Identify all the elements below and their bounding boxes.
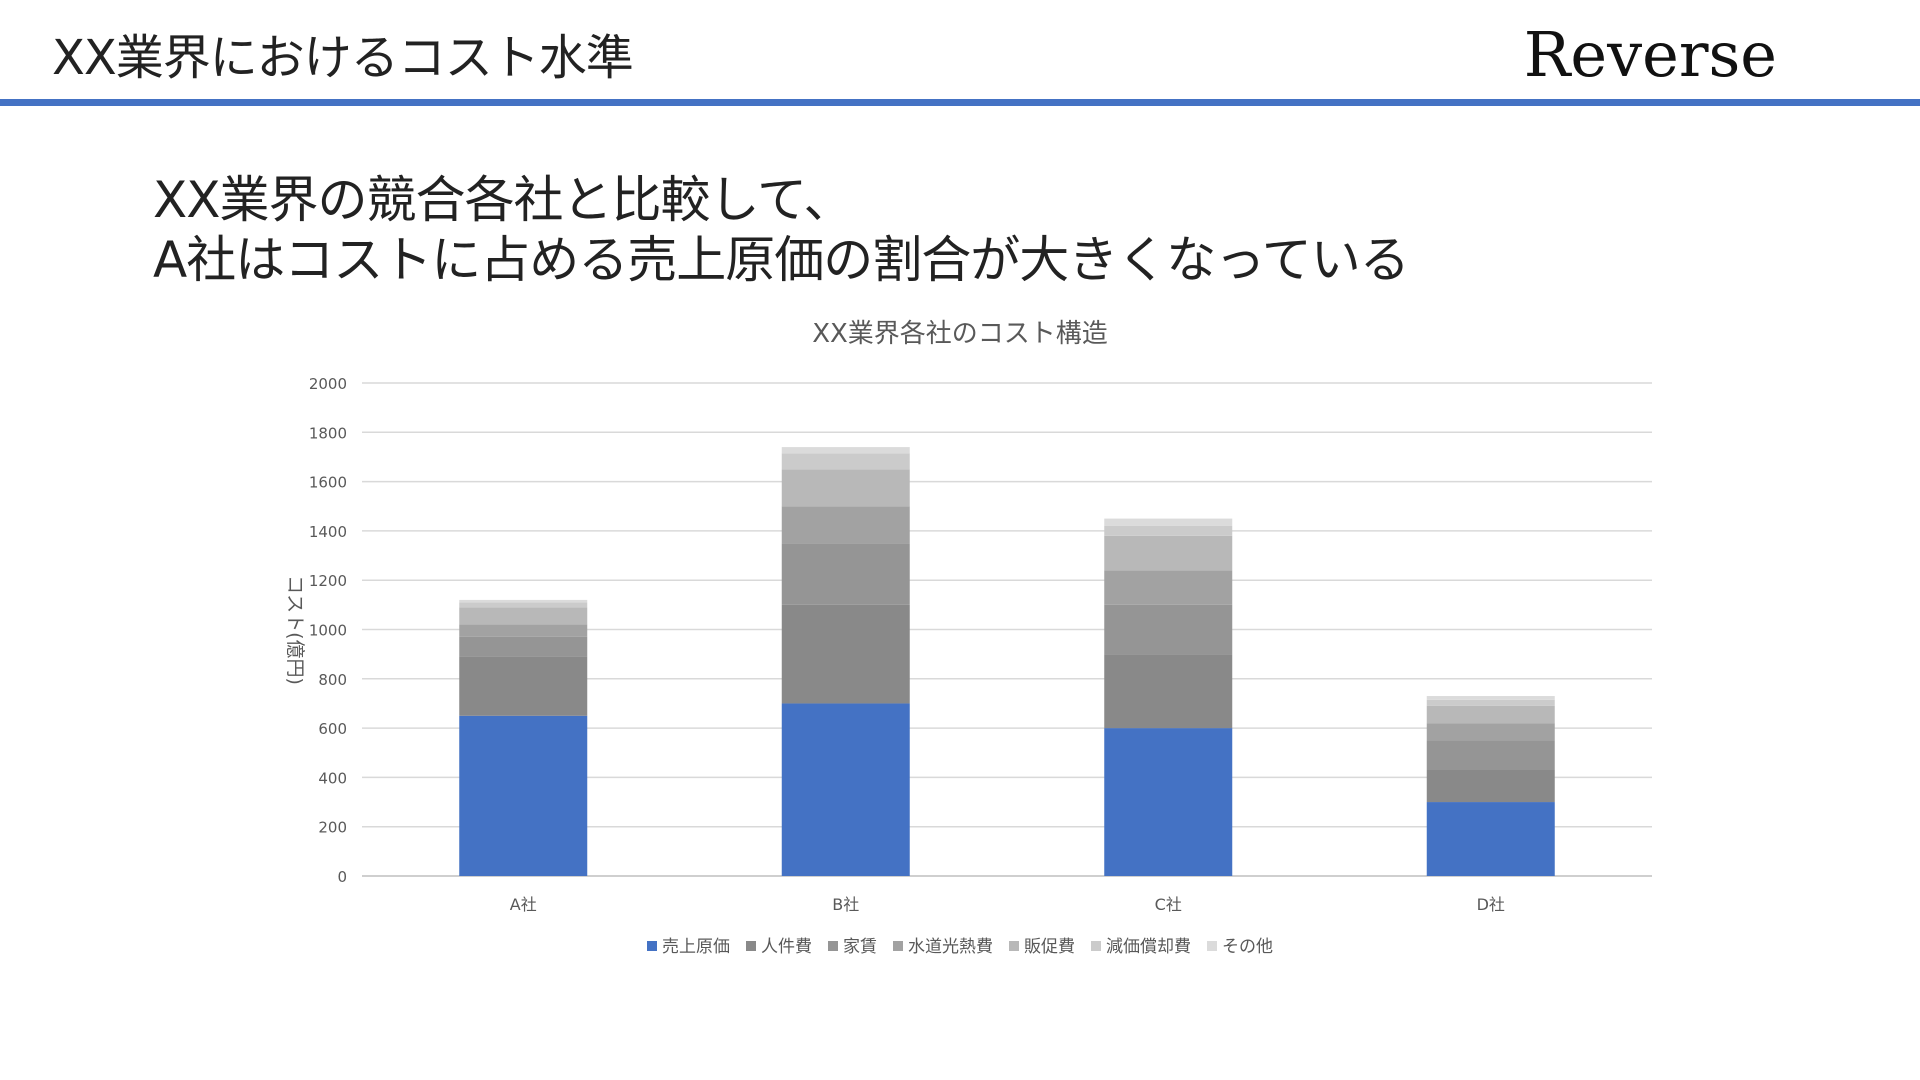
y-axis-label: コスト(億円) [284, 575, 306, 685]
legend: 売上原価 人件費 家賃 水道光熱費 販促費 減価償却費 その他 [647, 937, 1273, 957]
bar-segment [1426, 770, 1555, 803]
bar-segment [1104, 535, 1233, 571]
legend-item: 人件費 [746, 937, 812, 957]
bar-segment [1426, 696, 1555, 700]
x-category-label: A社 [510, 895, 537, 914]
slide-title: XX業界におけるコスト水準 [52, 30, 634, 86]
bar-segment [459, 715, 588, 876]
legend-item: 家賃 [828, 937, 877, 957]
x-category-label: D社 [1477, 895, 1505, 914]
y-tick-label: 400 [318, 769, 347, 787]
y-tick-label: 1400 [309, 523, 347, 541]
bar-segment [1104, 570, 1233, 605]
bar-segment [781, 604, 910, 704]
y-tick-label: 1600 [309, 474, 347, 492]
x-axis-categories: A社 B社 C社 D社 [510, 895, 1505, 914]
x-category-label: C社 [1155, 895, 1182, 914]
headline-line-2: A社はコストに占める売上原価の割合が大きくなっている [153, 231, 1410, 289]
y-tick-label: 1200 [309, 572, 347, 590]
legend-item: 減価償却費 [1091, 937, 1191, 957]
bar-segment [1104, 525, 1233, 536]
y-axis-ticks: 0 200 400 600 800 1000 1200 1400 1600 1800 2000 [309, 375, 347, 886]
bar-segment [781, 469, 910, 507]
y-tick-label: 1800 [309, 424, 347, 442]
legend-label: 減価償却費 [1106, 937, 1191, 957]
bar-segment [459, 656, 588, 716]
legend-item: 販促費 [1009, 937, 1075, 957]
bar-segment [459, 599, 588, 603]
bar-segment [459, 607, 588, 625]
legend-label: 人件費 [761, 937, 812, 957]
y-tick-label: 800 [318, 671, 347, 689]
x-category-label: B社 [832, 895, 859, 914]
y-tick-label: 1000 [309, 622, 347, 640]
bar-segment [1104, 728, 1233, 876]
legend-swatch [1207, 941, 1217, 951]
bars [459, 447, 1555, 876]
legend-label: その他 [1222, 937, 1273, 957]
legend-label: 家賃 [843, 937, 877, 957]
bar-segment [781, 703, 910, 876]
bar-segment [1104, 604, 1233, 655]
legend-swatch [647, 941, 657, 951]
legend-swatch [1009, 941, 1019, 951]
bar-segment [781, 506, 910, 544]
bar-segment [459, 636, 588, 657]
title-divider [0, 99, 1920, 106]
legend-label: 販促費 [1024, 937, 1075, 957]
legend-item: その他 [1207, 937, 1273, 957]
bar-segment [1426, 723, 1555, 741]
y-tick-label: 0 [337, 868, 347, 886]
legend-swatch [746, 941, 756, 951]
bar-segment [1426, 740, 1555, 771]
y-tick-label: 600 [318, 720, 347, 738]
y-tick-label: 2000 [309, 375, 347, 393]
bar-segment [781, 543, 910, 605]
legend-swatch [1091, 941, 1101, 951]
bar-segment [1426, 802, 1555, 876]
brand-logo: Reverse [1523, 18, 1777, 91]
bar-segment [1104, 518, 1233, 526]
legend-item: 水道光熱費 [893, 937, 993, 957]
bar-segment [459, 624, 588, 637]
legend-label: 売上原価 [662, 937, 730, 957]
legend-label: 水道光熱費 [908, 937, 993, 957]
bar-segment [781, 447, 910, 454]
bar-segment [1426, 699, 1555, 706]
bar-segment [459, 602, 588, 608]
headline: XX業界の競合各社と比較して、 A社はコストに占める売上原価の割合が大きくなって… [153, 170, 1410, 290]
y-tick-label: 200 [318, 819, 347, 837]
legend-swatch [893, 941, 903, 951]
legend-swatch [828, 941, 838, 951]
bar-segment [1104, 654, 1233, 729]
bar-segment [1426, 705, 1555, 724]
headline-line-1: XX業界の競合各社と比較して、 [153, 171, 854, 229]
legend-item: 売上原価 [647, 937, 730, 957]
chart-title: XX業界各社のコスト構造 [812, 319, 1108, 349]
bar-segment [781, 453, 910, 470]
